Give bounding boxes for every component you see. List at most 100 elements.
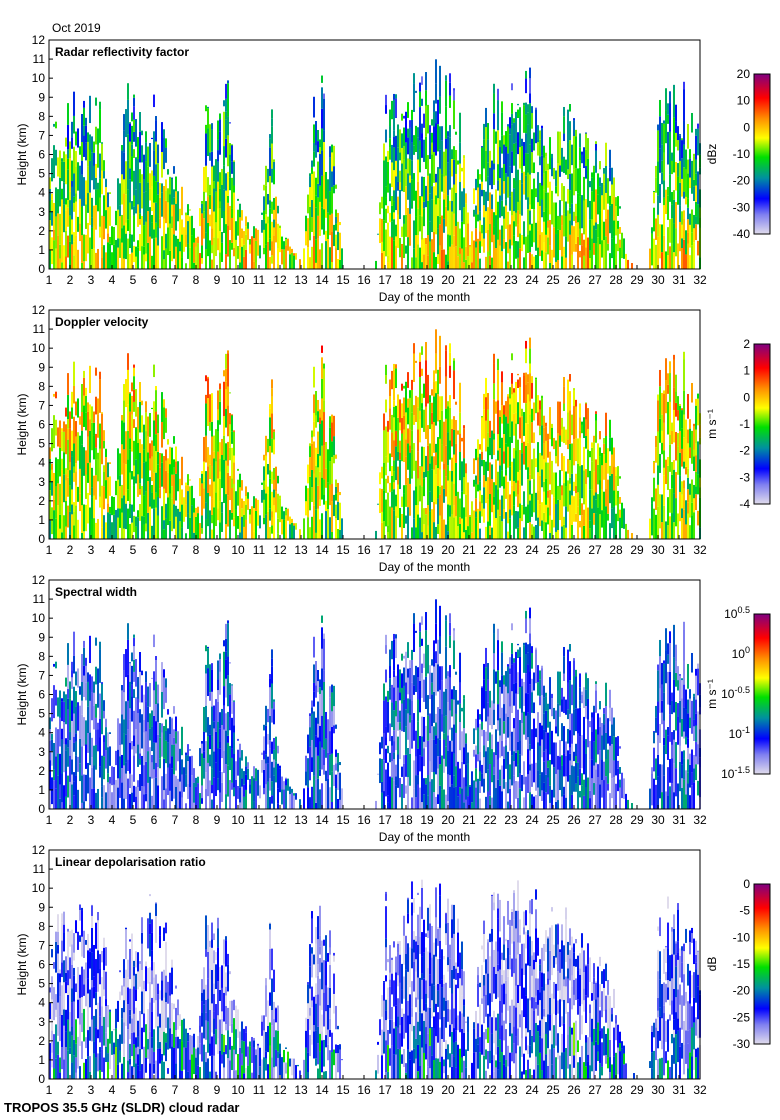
echo-cell	[233, 185, 235, 193]
echo-cell	[609, 419, 611, 438]
x-tick-label: 31	[672, 273, 686, 287]
echo-cell	[405, 186, 407, 215]
echo-cell	[447, 136, 449, 163]
echo-cell	[131, 522, 133, 539]
echo-cell	[339, 799, 341, 809]
echo-cell	[79, 468, 81, 494]
echo-cell	[591, 177, 593, 192]
echo-cell	[59, 244, 61, 259]
echo-cell	[539, 130, 541, 140]
x-tick-label: 10	[231, 543, 245, 557]
echo-cell	[289, 794, 291, 809]
echo-cell	[403, 145, 405, 160]
echo-cell	[493, 399, 495, 434]
echo-cell	[249, 779, 251, 785]
echo-cell	[541, 232, 543, 251]
echo-cell	[529, 744, 531, 751]
echo-cell	[533, 479, 535, 513]
echo-cell	[145, 191, 147, 222]
echo-cell	[57, 753, 59, 776]
echo-cell	[219, 389, 221, 402]
echo-cell	[469, 245, 471, 247]
echo-cell	[87, 402, 89, 412]
echo-cell	[479, 751, 481, 761]
echo-cell	[67, 664, 69, 690]
echo-cell	[69, 781, 71, 809]
echo-cell	[109, 192, 111, 194]
echo-cell	[425, 784, 427, 809]
echo-cell	[267, 511, 269, 539]
echo-cell	[339, 221, 341, 226]
echo-cell	[99, 178, 101, 198]
echo-cell	[671, 474, 673, 489]
echo-cell	[449, 622, 451, 636]
echo-cell	[687, 738, 689, 748]
echo-cell	[185, 803, 187, 809]
echo-cell	[541, 665, 543, 669]
echo-cell	[555, 742, 557, 774]
echo-cell	[615, 737, 617, 747]
echo-cell	[585, 419, 587, 436]
echo-cell	[487, 207, 489, 230]
echo-cell	[613, 236, 615, 269]
x-tick-label: 11	[253, 543, 266, 557]
echo-cell	[573, 169, 575, 196]
echo-cell	[131, 414, 133, 427]
echo-cell	[445, 688, 447, 716]
echo-cell	[687, 468, 689, 478]
echo-cell	[609, 475, 611, 504]
echo-cell	[137, 713, 139, 745]
echo-cell	[77, 519, 79, 539]
echo-cell	[63, 515, 65, 539]
echo-cell	[129, 179, 131, 203]
echo-cell	[273, 479, 275, 490]
echo-cell	[435, 353, 437, 374]
x-tick-label: 7	[172, 273, 179, 287]
echo-cell	[389, 408, 391, 418]
echo-cell	[409, 390, 411, 398]
echo-cell	[475, 228, 477, 242]
echo-cell	[211, 799, 213, 809]
echo-cell	[253, 496, 255, 509]
echo-cell	[483, 459, 485, 476]
echo-cell	[503, 721, 505, 734]
echo-cell	[59, 213, 61, 245]
echo-cell	[499, 785, 501, 809]
echo-cell	[545, 504, 547, 523]
echo-cell	[217, 660, 219, 680]
echo-cell	[541, 725, 543, 740]
echo-cell	[175, 505, 177, 517]
echo-cell	[87, 492, 89, 524]
echo-cell	[207, 648, 209, 669]
echo-cell	[225, 119, 227, 139]
echo-cell	[325, 500, 327, 512]
echo-cell	[575, 406, 577, 439]
echo-cell	[677, 396, 679, 411]
echo-cell	[167, 497, 169, 526]
echo-cell	[683, 210, 685, 219]
echo-cell	[421, 678, 423, 698]
echo-cell	[489, 707, 491, 726]
echo-cell	[605, 142, 607, 167]
echo-cell	[55, 727, 57, 757]
echo-cell	[337, 501, 339, 521]
echo-cell	[589, 528, 591, 539]
echo-cell	[569, 391, 571, 411]
echo-cell	[227, 225, 229, 257]
echo-cell	[49, 741, 51, 761]
echo-cell	[333, 415, 335, 437]
echo-cell	[543, 221, 545, 243]
echo-cell	[119, 723, 121, 746]
echo-cell	[225, 730, 227, 765]
echo-cell	[119, 205, 121, 217]
echo-cell	[657, 124, 659, 131]
echo-cell	[81, 160, 83, 175]
echo-cell	[223, 111, 225, 147]
echo-cell	[381, 252, 383, 269]
echo-cell	[319, 687, 321, 694]
echo-cell	[219, 458, 221, 472]
echo-cell	[181, 219, 183, 235]
echo-cell	[665, 251, 667, 269]
echo-cell	[561, 495, 563, 527]
echo-cell	[93, 422, 95, 436]
